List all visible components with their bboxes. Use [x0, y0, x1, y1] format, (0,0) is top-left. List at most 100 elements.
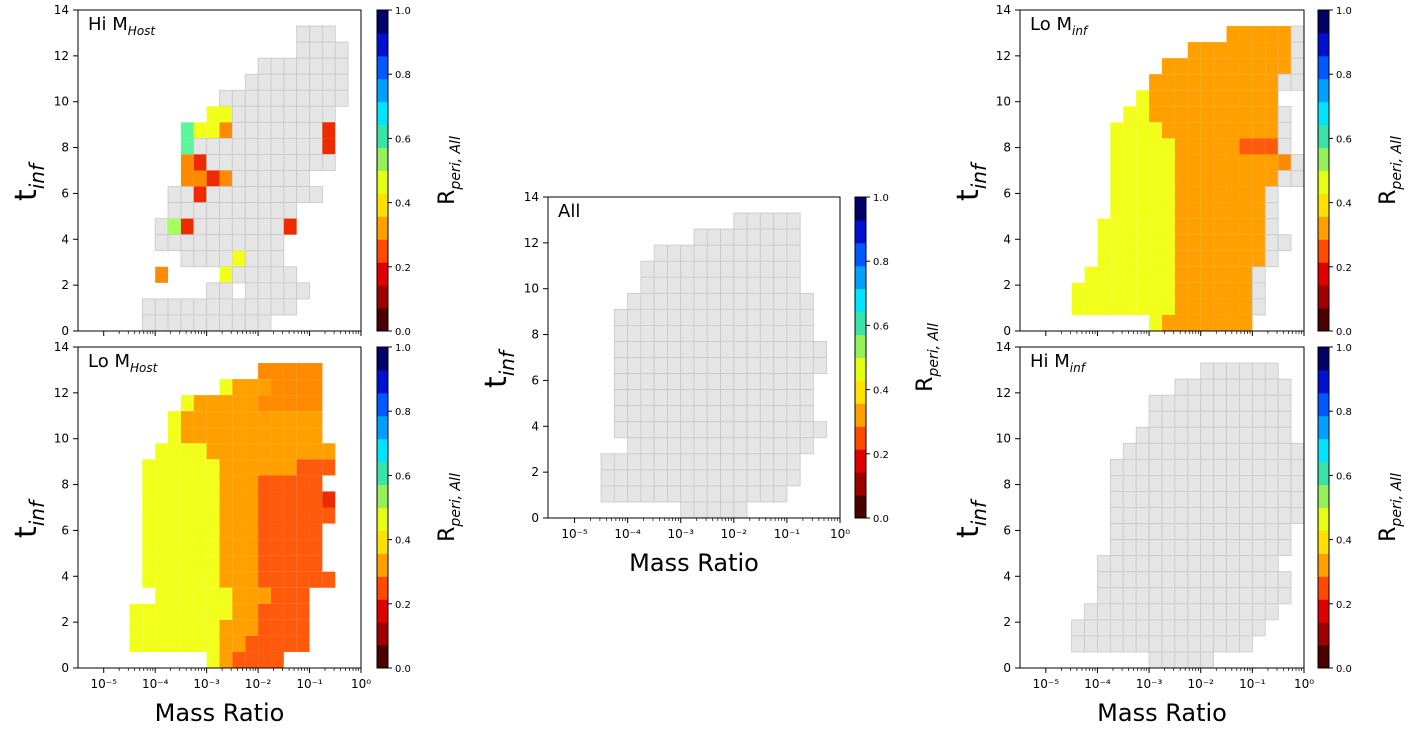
heatmap-cell — [322, 138, 336, 155]
heatmap-cell — [1200, 138, 1214, 155]
colorbar-tick-label: 1.0 — [873, 193, 889, 204]
heatmap-cell — [1239, 603, 1253, 621]
heatmap-cell — [1162, 266, 1175, 283]
heatmap-cell — [640, 405, 655, 423]
colorbar-band — [1318, 369, 1329, 394]
heatmap-cell — [283, 603, 297, 620]
heatmap-cell — [653, 244, 668, 262]
heatmap-cell — [799, 292, 814, 310]
y-tick-label: 2 — [61, 278, 69, 292]
heatmap-cell — [258, 395, 271, 412]
heatmap-cell — [1174, 218, 1188, 235]
heatmap-cell — [667, 421, 682, 439]
heatmap-cell — [1122, 523, 1137, 540]
colorbar-tick-label: 0.8 — [395, 407, 411, 418]
heatmap-cell — [283, 539, 297, 556]
heatmap-cell — [1148, 539, 1163, 557]
heatmap-cell — [168, 635, 181, 652]
heatmap-cell — [1264, 507, 1279, 524]
colorbar-band — [377, 124, 388, 149]
heatmap-cell — [270, 491, 284, 508]
colorbar-band — [377, 645, 388, 669]
colorbar-band — [377, 78, 388, 103]
heatmap-cell — [1187, 74, 1201, 91]
heatmap-cell — [1110, 186, 1124, 203]
heatmap-cell — [1265, 170, 1279, 187]
heatmap-cell — [640, 292, 655, 310]
y-axis-label: tinf — [9, 161, 49, 201]
heatmap-cell — [232, 459, 246, 476]
heatmap-cell — [1123, 186, 1137, 203]
heatmap-cell — [720, 357, 735, 374]
heatmap-cell — [1174, 186, 1188, 203]
heatmap-cell — [206, 459, 220, 476]
heatmap-cell — [1136, 234, 1150, 251]
colorbar-band — [377, 507, 388, 531]
colorbar-band — [855, 197, 866, 221]
heatmap-cell — [219, 89, 233, 107]
heatmap-cell — [1123, 218, 1137, 235]
heatmap-cell — [1265, 74, 1279, 91]
heatmap-cell — [219, 154, 233, 171]
heatmap-cell — [746, 485, 761, 503]
heatmap-cell — [1213, 603, 1227, 621]
y-tick-label: 4 — [1003, 232, 1011, 246]
colorbar-band — [1318, 553, 1329, 577]
heatmap-cell — [1264, 250, 1279, 268]
heatmap-cell — [155, 523, 169, 540]
colorbar-band — [377, 216, 388, 240]
heatmap-cell — [1200, 442, 1215, 460]
heatmap-cell — [1277, 394, 1292, 412]
heatmap-cell — [640, 357, 655, 374]
heatmap-cell — [1290, 57, 1305, 75]
heatmap-cell — [1239, 122, 1253, 139]
heatmap-cell — [733, 453, 748, 471]
heatmap-cell — [206, 571, 220, 588]
heatmap-cell — [640, 437, 655, 455]
heatmap-cell — [1226, 138, 1240, 155]
heatmap-cell — [613, 308, 629, 326]
heatmap-cell — [1200, 106, 1214, 123]
heatmap-cell — [270, 105, 285, 123]
heatmap-cell — [1174, 394, 1189, 412]
heatmap-cell — [1239, 42, 1253, 59]
heatmap-cell — [1200, 555, 1215, 573]
heatmap-cell — [258, 427, 271, 444]
heatmap-cell — [193, 427, 207, 444]
colorbar-tick-label: 0.4 — [1336, 199, 1352, 210]
heatmap-cell — [1239, 58, 1253, 75]
heatmap-cell — [799, 324, 814, 342]
heatmap-cell — [258, 379, 271, 396]
heatmap-cell — [257, 250, 272, 268]
heatmap-cell — [667, 324, 682, 342]
heatmap-cell — [733, 244, 748, 262]
heatmap-cell — [244, 73, 259, 91]
heatmap-cell — [1277, 474, 1292, 492]
heatmap-cell — [667, 341, 682, 358]
heatmap-cell — [1200, 635, 1215, 653]
heatmap-cell — [786, 260, 801, 278]
heatmap-cell — [232, 555, 246, 572]
heatmap-cell — [1277, 105, 1292, 123]
heatmap-cell — [786, 244, 801, 262]
heatmap-cell — [1264, 458, 1279, 476]
heatmap-cell — [733, 260, 748, 278]
heatmap-cell — [786, 308, 801, 326]
heatmap-cell — [1239, 218, 1253, 235]
heatmap-cell — [322, 105, 336, 123]
heatmap-cell — [219, 186, 233, 204]
heatmap-cell — [1174, 458, 1189, 476]
heatmap-cell — [1148, 458, 1163, 476]
heatmap-cell — [1251, 619, 1266, 637]
heatmap-cell — [733, 373, 748, 390]
heatmap-cell — [1226, 42, 1240, 59]
heatmap-cell — [1161, 458, 1176, 476]
y-tick-label: 4 — [1003, 569, 1011, 583]
heatmap-cell — [627, 437, 642, 455]
heatmap-cell — [219, 475, 233, 492]
heatmap-cell — [167, 234, 182, 252]
heatmap-cell — [232, 571, 246, 588]
y-tick-label: 6 — [1003, 186, 1011, 200]
heatmap-cell — [1277, 426, 1292, 444]
heatmap-cell — [1265, 122, 1279, 139]
